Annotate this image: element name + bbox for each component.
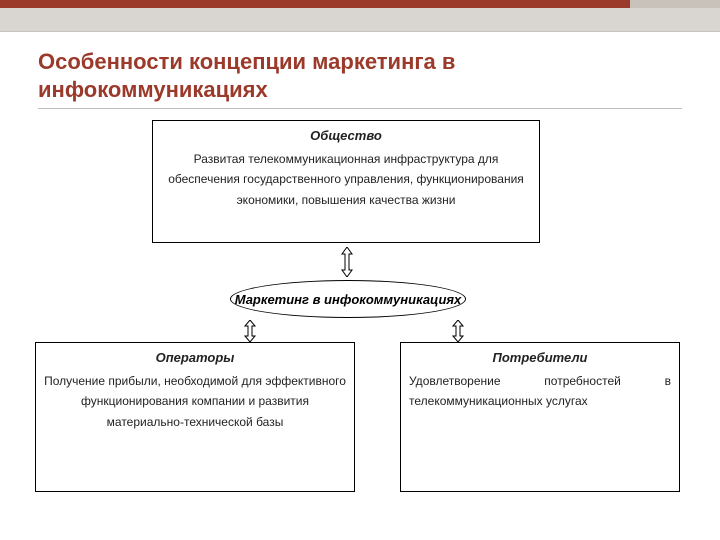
consumers-title: Потребители: [409, 347, 671, 369]
arrow-society-center: [337, 247, 357, 277]
arrow-center-consumers: [448, 320, 468, 342]
operators-body: Получение прибыли, необходимой для эффек…: [44, 371, 346, 432]
society-box: Общество Развитая телекоммуникационная и…: [152, 120, 540, 243]
center-label: Маркетинг в инфокоммуникациях: [235, 292, 462, 307]
top-grey-band: [0, 8, 720, 32]
top-accent-bar: [0, 0, 720, 8]
society-title: Общество: [161, 125, 531, 147]
center-ellipse: Маркетинг в инфокоммуникациях: [230, 280, 466, 318]
top-accent-corner: [630, 0, 720, 8]
operators-box: Операторы Получение прибыли, необходимой…: [35, 342, 355, 492]
consumers-body: Удовлетворение потребностей в телекоммун…: [409, 371, 671, 412]
arrow-center-operators: [240, 320, 260, 342]
operators-title: Операторы: [44, 347, 346, 369]
consumers-box: Потребители Удовлетворение потребностей …: [400, 342, 680, 492]
society-body: Развитая телекоммуникационная инфраструк…: [161, 149, 531, 210]
title-underline: [38, 108, 682, 109]
slide-title: Особенности концепции маркетинга в инфок…: [38, 48, 682, 103]
